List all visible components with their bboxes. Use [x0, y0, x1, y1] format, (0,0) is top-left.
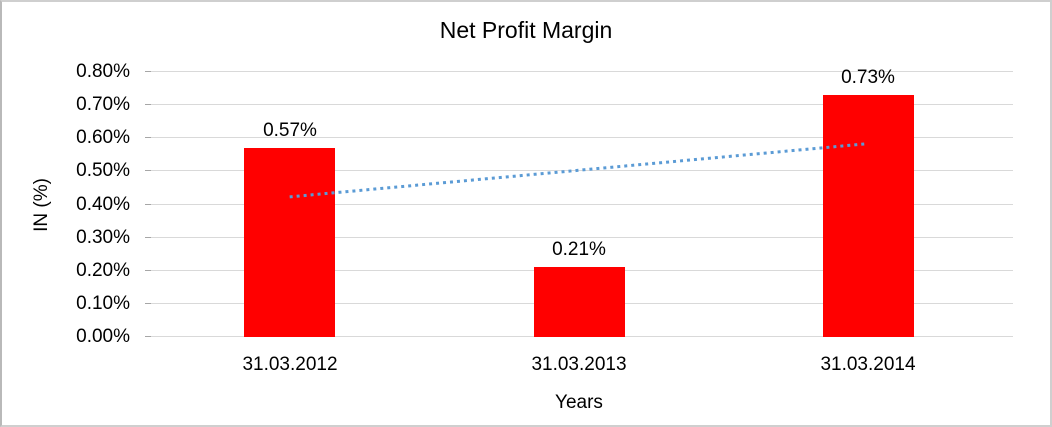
bar-value-label: 0.73%	[841, 67, 895, 88]
bar-value-label: 0.57%	[263, 120, 317, 141]
y-axis-tick	[145, 170, 151, 171]
y-axis-tick	[145, 204, 151, 205]
gridline	[145, 170, 1013, 171]
y-axis-tick	[145, 270, 151, 271]
x-tick-label: 31.03.2014	[820, 354, 916, 375]
y-tick-label: 0.80%	[76, 61, 130, 82]
y-axis-tick	[145, 104, 151, 105]
gridline	[145, 137, 1013, 138]
y-tick-label: 0.70%	[76, 94, 130, 115]
bar-31.03.2014	[823, 95, 914, 337]
y-axis-tick	[145, 71, 151, 72]
y-tick-label: 0.30%	[76, 227, 130, 248]
bar-value-label: 0.21%	[552, 239, 606, 260]
y-axis-tick	[145, 336, 151, 337]
x-axis-title: Years	[555, 392, 603, 413]
bar-31.03.2013	[534, 267, 625, 337]
plot-area: 0.57% 0.21% 0.73%	[145, 67, 1013, 337]
x-tick-label: 31.03.2012	[242, 354, 338, 375]
x-tick-label: 31.03.2013	[531, 354, 627, 375]
y-tick-label: 0.00%	[76, 326, 130, 347]
gridline	[145, 237, 1013, 238]
y-tick-label: 0.50%	[76, 160, 130, 181]
bar-31.03.2012	[244, 148, 335, 337]
y-tick-label: 0.20%	[76, 260, 130, 281]
y-tick-label: 0.60%	[76, 127, 130, 148]
chart-title: Net Profit Margin	[439, 17, 613, 43]
y-axis-tick	[145, 237, 151, 238]
gridline	[145, 204, 1013, 205]
y-tick-label: 0.40%	[76, 194, 130, 215]
trendline	[289, 142, 866, 199]
y-axis-tick	[145, 303, 151, 304]
x-axis-labels: 31.03.2012 31.03.2013 31.03.2014	[145, 354, 1013, 378]
y-tick-label: 0.10%	[76, 293, 130, 314]
y-axis-labels: 0.00% 0.10% 0.20% 0.30% 0.40% 0.50% 0.60% 0.70%…	[30, 61, 130, 347]
gridline	[145, 71, 1013, 72]
gridline	[145, 104, 1013, 105]
y-axis-tick	[145, 137, 151, 138]
